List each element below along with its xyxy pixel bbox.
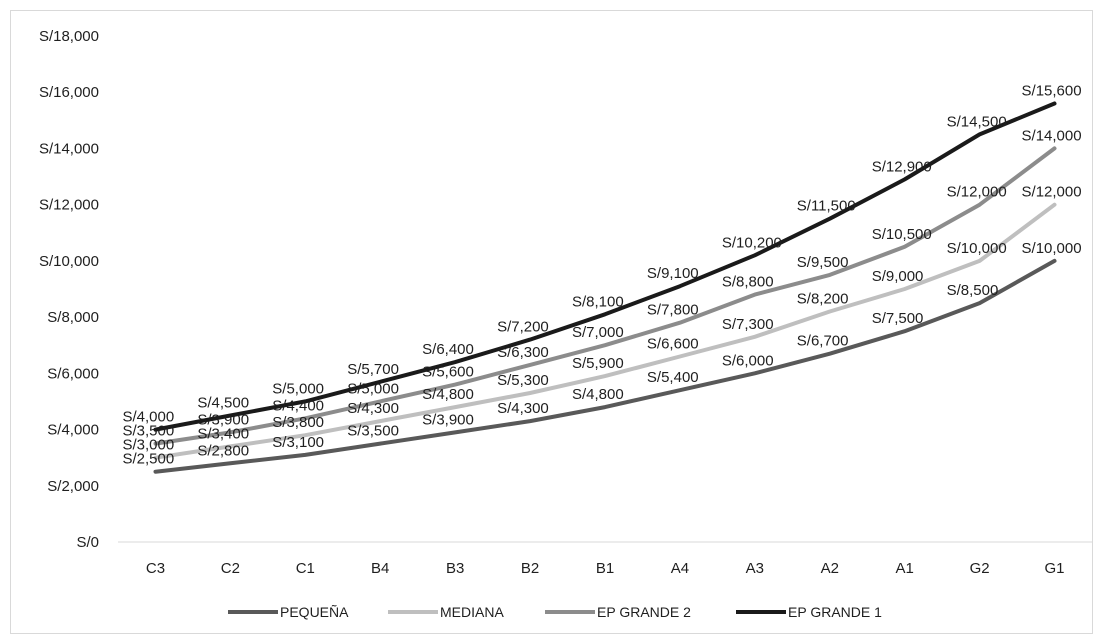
legend-item-ep-grande-2: EP GRANDE 2 [545,604,691,620]
data-label: S/8,200 [797,290,849,307]
data-label: S/12,000 [1022,184,1082,201]
data-label: S/6,000 [722,352,774,369]
data-label: S/15,600 [1022,82,1082,99]
data-label: S/5,000 [272,380,324,397]
data-label: S/8,500 [947,282,999,299]
x-tick-label: A2 [821,560,839,577]
legend-label: PEQUEÑA [280,604,349,620]
data-label: S/3,100 [272,434,324,451]
data-label: S/10,000 [1022,240,1082,257]
y-tick-label: S/18,000 [39,28,99,45]
x-tick-label: B1 [596,560,614,577]
y-tick-label: S/6,000 [47,365,99,382]
x-tick-label: B2 [521,560,539,577]
axis-layer: S/0S/2,000S/4,000S/6,000S/8,000S/10,000S… [39,28,1092,577]
data-label: S/7,800 [647,302,699,319]
data-label: S/10,500 [872,226,932,243]
legend-item-mediana: MEDIANA [388,604,504,620]
data-label: S/10,200 [722,234,782,251]
data-label: S/3,900 [197,411,249,428]
data-label: S/3,900 [422,411,474,428]
data-label: S/3,400 [197,425,249,442]
data-label: S/6,300 [497,344,549,361]
data-label: S/4,500 [197,395,249,412]
x-tick-label: B3 [446,560,464,577]
data-label: S/5,600 [422,364,474,381]
x-tick-label: B4 [371,560,389,577]
legend-label: EP GRANDE 2 [597,604,691,620]
data-label: S/6,400 [422,341,474,358]
data-label: S/9,000 [872,268,924,285]
x-tick-label: C2 [221,560,240,577]
y-tick-label: S/14,000 [39,140,99,157]
data-label: S/14,500 [947,113,1007,130]
data-label: S/2,500 [122,451,174,468]
x-tick-label: A1 [896,560,914,577]
legend: PEQUEÑA MEDIANA EP GRANDE 2 EP GRANDE 1 [228,604,882,620]
x-tick-label: A3 [746,560,764,577]
series-line-mediana [153,202,1057,460]
data-label: S/2,800 [197,442,249,459]
data-label: S/7,500 [872,310,924,327]
data-label: S/3,800 [272,414,324,431]
data-label: S/11,500 [797,198,856,215]
data-label: S/5,300 [497,372,549,389]
y-tick-label: S/4,000 [47,422,99,439]
data-label: S/5,400 [647,369,699,386]
legend-label: MEDIANA [440,604,504,620]
chart-frame [10,10,1093,634]
data-label: S/9,100 [647,265,699,282]
data-label: S/12,000 [947,184,1007,201]
series-line-ep-grande-1 [153,101,1057,432]
data-label: S/6,600 [647,335,699,352]
data-label: S/4,800 [422,386,474,403]
data-label: S/4,800 [572,386,624,403]
y-tick-label: S/2,000 [47,478,99,495]
data-label: S/5,700 [347,361,399,378]
y-tick-label: S/16,000 [39,84,99,101]
data-label: S/8,100 [572,293,624,310]
data-label: S/10,000 [947,240,1007,257]
data-label: S/7,300 [722,316,774,333]
data-label: S/14,000 [1022,127,1082,144]
data-label: S/12,900 [872,158,932,175]
x-tick-label: C3 [146,560,165,577]
legend-item-ep-grande-1: EP GRANDE 1 [736,604,882,620]
y-tick-label: S/12,000 [39,197,99,214]
series-line-ep-grande-2 [153,146,1057,446]
legend-label: EP GRANDE 1 [788,604,882,620]
data-label: S/9,500 [797,254,849,271]
data-label-layer: S/2,500 S/2,800 S/3,100 S/3,500 S/3,900 S/4,3… [122,82,1081,467]
legend-item-pequena: PEQUEÑA [228,604,349,620]
data-label: S/4,000 [122,409,174,426]
data-label: S/8,800 [722,274,774,291]
x-tick-label: G1 [1045,560,1065,577]
y-tick-label: S/8,000 [47,309,99,326]
y-tick-label: S/10,000 [39,253,99,270]
data-label: S/5,900 [572,355,624,372]
data-label: S/6,700 [797,333,849,350]
x-tick-label: A4 [671,560,689,577]
series-layer [153,101,1057,474]
x-tick-label: C1 [296,560,315,577]
data-label: S/3,500 [347,423,399,440]
x-tick-label: G2 [970,560,990,577]
data-label: S/3,000 [122,437,174,454]
data-label: S/4,300 [497,400,549,417]
y-tick-label: S/0 [76,534,99,551]
data-label: S/7,000 [572,324,624,341]
data-label: S/7,200 [497,319,549,336]
data-label: S/4,300 [347,400,399,417]
data-label: S/3,500 [122,423,174,440]
series-line-pequena [153,258,1057,474]
data-label: S/4,400 [272,397,324,414]
data-label: S/5,000 [347,380,399,397]
